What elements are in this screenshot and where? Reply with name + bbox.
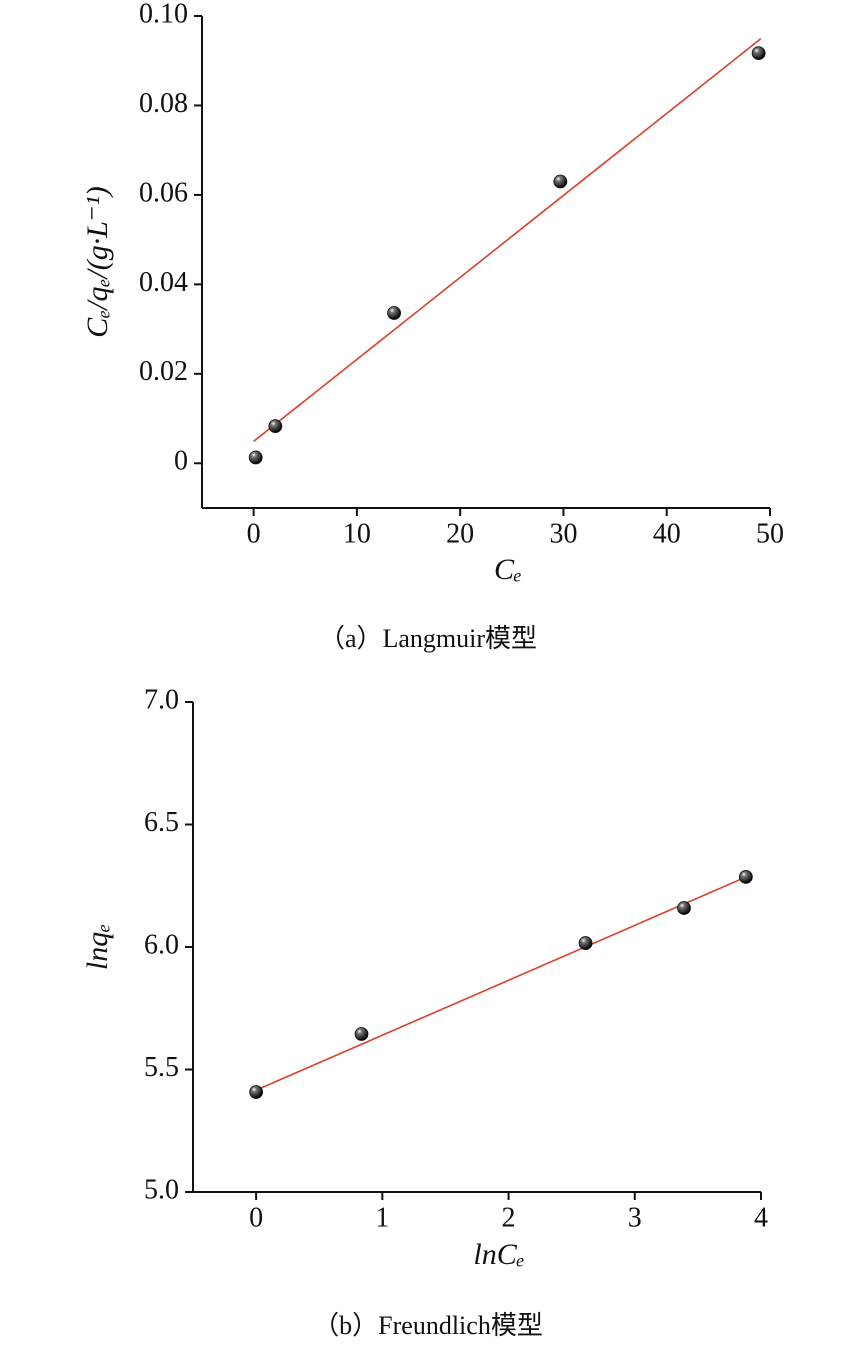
x-axis-label: lnCₑ: [473, 1238, 524, 1271]
y-tick-label: 6.0: [144, 929, 179, 960]
x-tick-label: 2: [502, 1202, 516, 1233]
x-tick-label: 40: [653, 518, 681, 549]
data-point: [248, 450, 263, 465]
data-point: [751, 46, 766, 61]
x-tick-label: 4: [754, 1202, 768, 1233]
data-point: [354, 1027, 369, 1041]
data-point: [677, 901, 691, 915]
data-point: [249, 1085, 264, 1099]
x-tick-label: 50: [756, 518, 784, 549]
x-tick-label: 3: [628, 1202, 642, 1233]
data-point: [387, 306, 401, 320]
data-point: [578, 936, 593, 950]
x-tick-label: 20: [446, 518, 474, 549]
y-axis-label: Cₑ/qₑ/(g·L⁻¹): [81, 186, 114, 337]
x-axis-label: Cₑ: [494, 553, 522, 586]
fit-line: [255, 875, 749, 1091]
data-point: [268, 419, 283, 434]
x-tick-label: 0: [247, 518, 261, 549]
y-tick-label: 0.08: [139, 88, 188, 119]
y-tick-label: 7.0: [144, 684, 179, 715]
caption: （b）Freundlich模型: [313, 1311, 543, 1340]
y-tick-label: 6.5: [144, 807, 179, 838]
x-tick-label: 1: [375, 1202, 389, 1233]
y-tick-label: 0.04: [139, 267, 188, 298]
x-tick-label: 10: [343, 518, 371, 549]
y-axis-label: lnqₑ: [81, 924, 114, 970]
data-point: [738, 870, 753, 884]
caption: （a）Langmuir模型: [319, 624, 537, 653]
fit-line: [253, 38, 762, 442]
y-tick-label: 0.06: [139, 177, 188, 208]
y-tick-label: 5.5: [144, 1052, 179, 1083]
y-tick-label: 5.0: [144, 1174, 179, 1205]
y-tick-label: 0: [174, 446, 188, 477]
x-tick-label: 30: [549, 518, 577, 549]
y-tick-label: 0.02: [139, 356, 188, 387]
data-point: [553, 174, 568, 189]
x-tick-label: 0: [249, 1202, 263, 1233]
y-tick-label: 0.10: [139, 0, 188, 29]
